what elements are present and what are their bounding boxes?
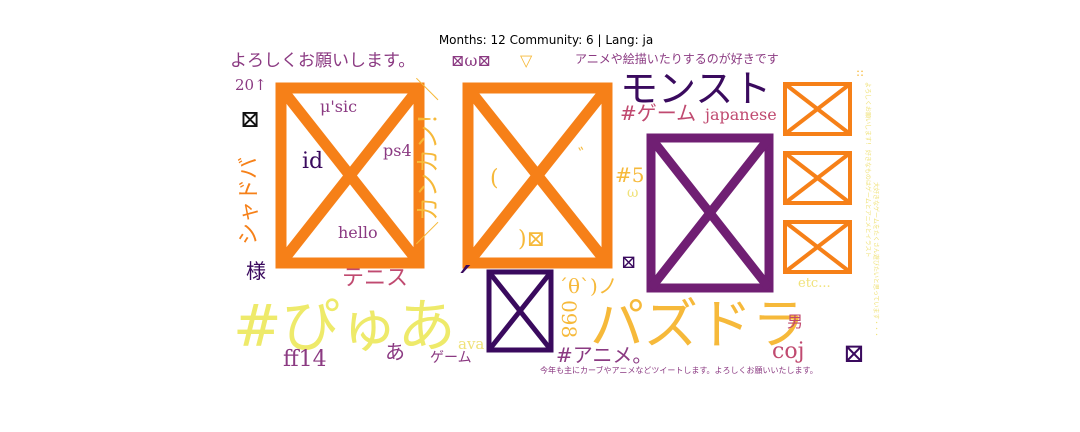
glyph-box-tiny-3: ⊠: [843, 339, 865, 369]
word-paren-open: (: [490, 166, 499, 191]
glyph-box-small-2: [783, 151, 852, 205]
word-sama: 様: [246, 259, 266, 283]
word-theta: ´θ`)ノ: [558, 274, 618, 298]
word-vertical-small-2: 大好きなゲームをたくさん遊びたいと思っています・・・: [872, 182, 880, 338]
glyph-box-tiny-1: ⊠: [240, 105, 260, 133]
word-tag-5: #5: [615, 163, 644, 187]
word-20: 20↑: [235, 76, 267, 94]
glyph-box-small-3: [783, 220, 852, 274]
word-otoko: 男: [787, 312, 803, 331]
word-ff14: ff14: [283, 347, 327, 372]
word-omega-box: ⊠ω⊠: [451, 51, 491, 70]
glyph-box-large-2: [462, 82, 613, 269]
word-paren-close-box: )⊠: [518, 227, 545, 252]
word-greeting: よろしくお願いします。: [230, 51, 415, 71]
word-a: あ: [385, 340, 405, 364]
word-padodra: パズドラ: [590, 293, 806, 356]
glyph-box-small-1: [783, 82, 852, 136]
glyph-box-tiny-2: ⊠: [621, 252, 636, 273]
word-anime-tag: #アニメ。: [556, 343, 652, 367]
word-quote: ゛: [578, 146, 596, 167]
word-game-tag: #ゲーム: [620, 101, 696, 125]
word-id: id: [302, 149, 323, 174]
word-triangle: ▽: [520, 51, 533, 70]
word-puyoa: #ぴゅあ: [233, 292, 456, 360]
word-coj: coj: [772, 339, 804, 364]
word-omega: ω: [464, 51, 477, 70]
glyph-a: ⊠: [451, 51, 464, 70]
glyph-b: ⊠: [477, 51, 490, 70]
word-098: 098: [557, 300, 581, 338]
word-footer-line: 今年も主にカーブやアニメなどツイートします。よろしくお願いいたします。: [540, 365, 818, 375]
word-monst: モンスト: [620, 67, 771, 111]
word-etc: etc...: [798, 276, 831, 291]
word-hello: hello: [338, 223, 378, 242]
glyph-box-medium: [486, 269, 554, 353]
word-colon: ::: [856, 65, 864, 79]
word-vertical-small: よろしくお願いします！ 好きなものはゲームとアニメとイラスト: [864, 82, 872, 258]
word-omega-small: ω: [627, 185, 638, 201]
word-music: μ'sic: [320, 97, 357, 116]
word-japanese: japanese: [703, 105, 777, 124]
word-kankan: ＼カンカン！／: [414, 77, 442, 245]
word-shadowverse: シャドバ: [237, 157, 262, 245]
glyph-c: ⊠: [527, 227, 545, 252]
word-tennis: テニス: [342, 266, 408, 291]
word-paren-close: ): [518, 227, 527, 252]
word-ava: ava: [458, 335, 484, 353]
glyph-box-large-1: [275, 82, 425, 269]
word-anime-draw: アニメや絵描いたりするのが好きです: [575, 51, 779, 66]
word-accent: ´: [452, 260, 474, 311]
glyph-box-large-3: [646, 133, 774, 293]
chart-title: Months: 12 Community: 6 | Lang: ja: [438, 33, 654, 47]
word-game: ゲーム: [430, 350, 472, 366]
word-ps4: ps4: [383, 141, 412, 160]
